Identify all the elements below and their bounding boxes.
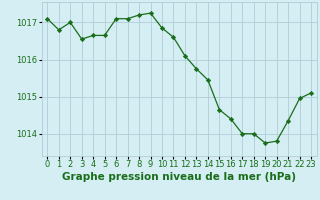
X-axis label: Graphe pression niveau de la mer (hPa): Graphe pression niveau de la mer (hPa) xyxy=(62,172,296,182)
